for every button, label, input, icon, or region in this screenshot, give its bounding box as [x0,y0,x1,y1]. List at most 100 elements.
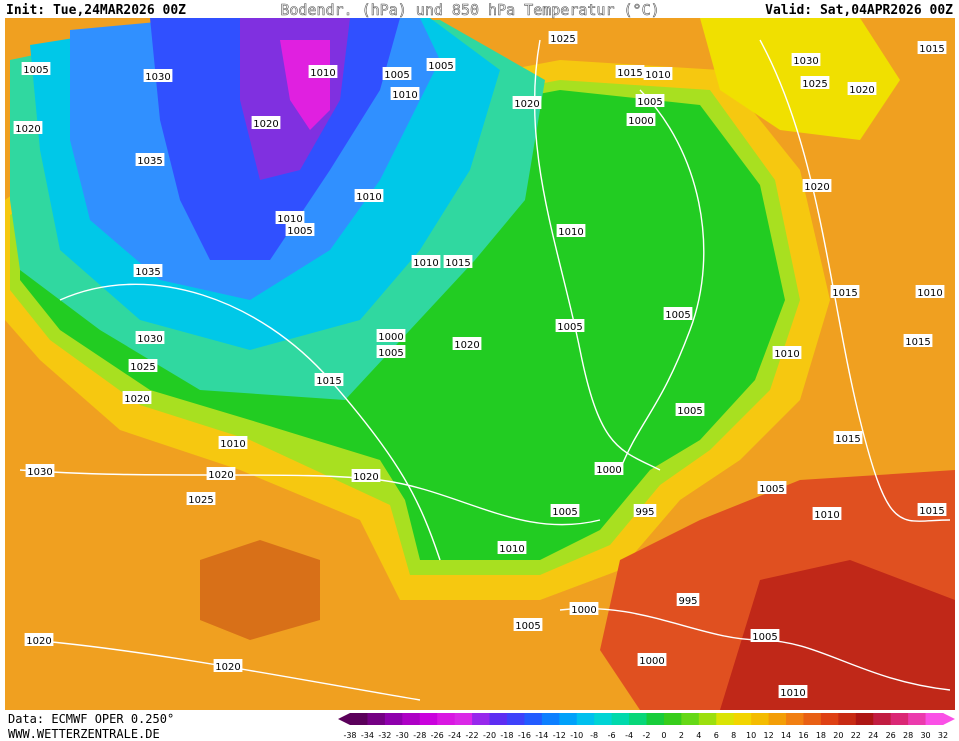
isobar-label: 1005 [384,70,409,81]
isobar-label-box [13,121,43,134]
isobar-label: 1030 [793,56,818,67]
isobar-label-box [637,653,667,666]
scale-label: 20 [833,731,843,740]
color-scale: -38 -34 -32 -30 -28 -26 -24 -22 -20 -18 -16 -14 -12-… [338,713,955,740]
scale-label: 26 [886,731,896,740]
scale-label: 32 [938,731,948,740]
isobar-label: 1020 [514,99,539,110]
isobar-label-box [128,359,158,372]
isobar-label: 1000 [596,465,621,476]
scale-label: -28 [413,731,426,740]
isobar-label: 1020 [124,394,149,405]
scale-swatch [873,713,892,725]
scale-label: -12 [553,731,566,740]
scale-swatch [646,713,665,725]
isobar-label-box [556,224,586,237]
isobar-label-box [830,285,860,298]
isobar-label: 1015 [445,258,470,269]
scale-swatch [855,713,874,725]
scale-end [338,713,350,725]
isobar-label-box [376,329,406,342]
isobar-label-box [513,618,543,631]
scale-swatch [559,713,578,725]
isobar-label-box [833,431,863,444]
isobar [759,39,951,522]
scale-label: -26 [431,731,444,740]
scale-label: -30 [396,731,409,740]
header-bar [0,0,959,18]
scale-swatch [506,713,525,725]
isobar-label: 1025 [130,362,155,373]
scale-label: -20 [483,731,496,740]
isobar-label: 1005 [752,632,777,643]
isobar-label-box [443,255,473,268]
website: WWW.WETTERZENTRALE.DE [8,727,160,741]
scale-label: 16 [798,731,808,740]
isobar-label-box [847,82,877,95]
isobar-label-box [550,504,580,517]
isobar-label: 1000 [639,656,664,667]
scale-label: 10 [746,731,756,740]
scale-swatch [384,713,403,725]
isobar-label: 995 [678,596,697,607]
isobar-label-box [512,96,542,109]
scale-swatch [925,713,944,725]
scale-label: 28 [903,731,913,740]
scale-swatch [419,713,438,725]
isobar-label-box [251,116,281,129]
scale-swatch [716,713,735,725]
isobar-label-box [643,67,673,80]
isobar-label: 1010 [413,258,438,269]
isobar-label-box [308,65,338,78]
isobar-label-box [497,541,527,554]
scale-swatch [541,713,560,725]
isobar-label: 1015 [832,288,857,299]
isobar-label-box [626,113,656,126]
isobar-label-box [615,65,645,78]
isobar-label: 1035 [137,156,162,167]
isobar-label: 1005 [287,226,312,237]
isobar-label-box [426,58,456,71]
scale-label: 12 [763,731,773,740]
isobar-label-box [376,345,406,358]
scale-swatch [611,713,630,725]
isobar-label-box [772,346,802,359]
isobar-label-box [548,31,578,44]
scale-label: -10 [570,731,583,740]
isobar-label-box [778,685,808,698]
isobar-label: 1035 [135,267,160,278]
isobar-label: 1020 [215,662,240,673]
isobar-label-box [143,69,173,82]
isobar-label-box [25,464,55,477]
isobar-label-box [675,403,705,416]
scale-label: -16 [518,731,531,740]
temp-field [720,560,955,710]
scale-swatch [908,713,927,725]
scale-swatch [820,713,839,725]
isobar-label: 1020 [353,472,378,483]
isobar-label: 1020 [454,340,479,351]
isobar-label: 1010 [220,439,245,450]
map-title: Bodendr. (hPa) und 850 hPa Temperatur (°… [280,1,659,19]
isobar-label-box [917,41,947,54]
scale-swatch [454,713,473,725]
isobar-label-box [903,334,933,347]
isobar-label: 1010 [774,349,799,360]
isobar-label-box [750,629,780,642]
isobar-label-box [314,373,344,386]
isobar-label: 1010 [814,510,839,521]
isobar-label: 1015 [617,68,642,79]
isobar-label: 1010 [645,70,670,81]
isobar-label: 1000 [378,332,403,343]
isobar-label: 1020 [208,470,233,481]
scale-label: -18 [500,731,513,740]
scale-swatch [733,713,752,725]
scale-swatch [786,713,804,725]
isobar-label: 1015 [905,337,930,348]
map-area [5,18,955,710]
isobar-label: 1005 [515,621,540,632]
isobar-label: 1010 [780,688,805,699]
temp-field [200,540,320,640]
